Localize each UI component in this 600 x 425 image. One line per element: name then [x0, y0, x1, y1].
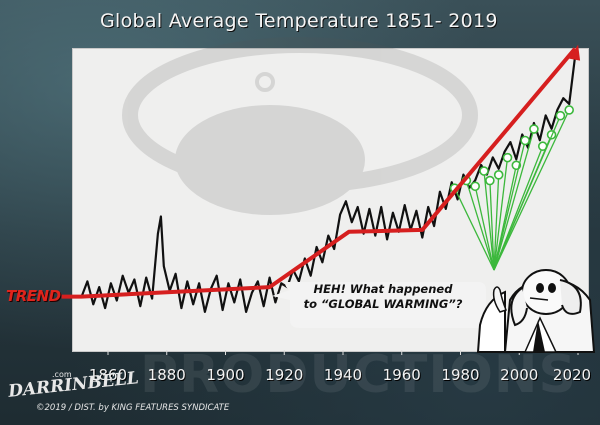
pointer-line [454, 187, 495, 271]
highlight-marker [564, 105, 574, 115]
chart-title: Global Average Temperature 1851- 2019 [100, 10, 498, 32]
highlight-marker [485, 175, 495, 186]
highlight-marker [493, 170, 504, 180]
pointer-line [493, 128, 535, 271]
syndication-credit: ©2019 / DIST. by KING FEATURES SYNDICATE [36, 403, 230, 413]
highlight-marker [479, 166, 489, 176]
speech-line-2: to “GLOBAL WARMING”? [303, 297, 463, 311]
speech-text: HEH! What happened to “GLOBAL WARMING”? [283, 282, 483, 312]
pointer-line [493, 157, 509, 271]
x-tick-label: 1880 [147, 366, 186, 384]
highlight-marker [502, 152, 513, 163]
artist-domain-suffix: .com [52, 370, 72, 379]
trend-line [61, 47, 577, 299]
trend-arrowhead [569, 44, 581, 61]
pointer-line [474, 186, 495, 271]
x-tick-label: 1900 [206, 366, 245, 384]
watermark-text: PRODUCTIONS [140, 345, 577, 405]
highlight-marker [555, 110, 566, 121]
pointer-line [493, 109, 570, 271]
x-tick-label: 1920 [265, 366, 304, 384]
pointer-line [493, 174, 500, 271]
x-tick-label: 1960 [382, 366, 421, 384]
x-tick-label: 1860 [88, 366, 128, 384]
trend-layer [61, 44, 581, 299]
elephant-logo-watermark [122, 37, 478, 215]
trend-label: TREND [6, 287, 61, 305]
pointer-line [493, 115, 561, 271]
speech-bubble [272, 282, 486, 328]
highlight-marker [520, 135, 530, 146]
pointer-line [483, 170, 495, 271]
x-tick-label: 1940 [323, 366, 363, 384]
highlight-marker [529, 124, 539, 134]
x-tick-label: 2020 [552, 366, 592, 384]
x-tick-label: 1980 [441, 366, 480, 384]
pointer-line [493, 140, 526, 271]
pointer-line [489, 180, 495, 271]
speech-line-1: HEH! What happened [313, 282, 453, 296]
pointer-line [465, 180, 495, 271]
elephant-icon [476, 269, 596, 353]
x-tick-label: 2000 [500, 366, 539, 384]
highlight-marker [470, 181, 480, 192]
